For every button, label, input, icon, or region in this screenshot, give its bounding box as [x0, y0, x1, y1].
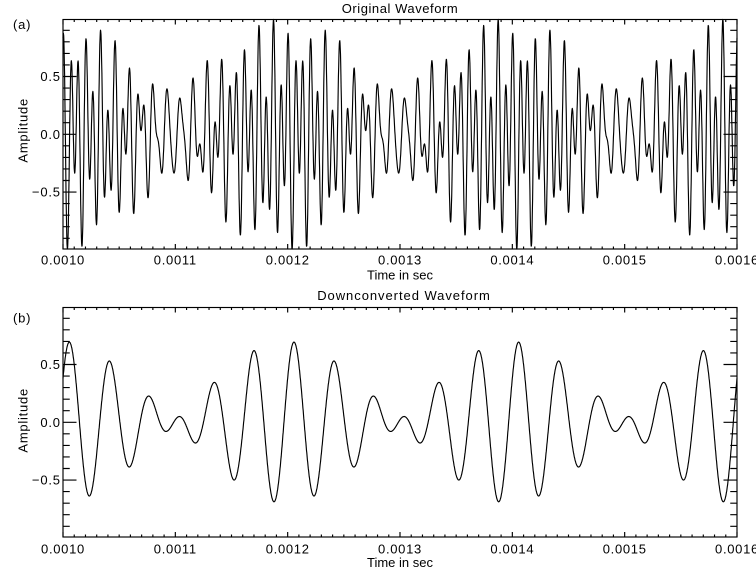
svg-text:0.0013: 0.0013 [378, 252, 422, 267]
svg-text:0.5: 0.5 [40, 357, 60, 372]
svg-text:0.0016: 0.0016 [715, 252, 756, 267]
svg-text:Original Waveform: Original Waveform [342, 1, 459, 16]
svg-text:0.0015: 0.0015 [603, 541, 647, 556]
svg-text:0.0016: 0.0016 [715, 541, 756, 556]
svg-text:Amplitude: Amplitude [15, 388, 30, 453]
svg-text:0.0010: 0.0010 [41, 252, 85, 267]
svg-text:(b): (b) [13, 310, 31, 325]
svg-text:0.0010: 0.0010 [41, 541, 85, 556]
svg-text:0.0014: 0.0014 [490, 541, 534, 556]
svg-text:0.0012: 0.0012 [266, 252, 310, 267]
svg-text:0.0011: 0.0011 [154, 541, 197, 556]
svg-text:Time in sec: Time in sec [367, 555, 433, 570]
svg-text:−0.5: −0.5 [32, 473, 61, 488]
svg-text:0.0011: 0.0011 [154, 252, 197, 267]
svg-text:(a): (a) [13, 17, 31, 32]
svg-text:0.0012: 0.0012 [266, 541, 310, 556]
svg-text:Time in sec: Time in sec [367, 267, 433, 282]
svg-text:0.0015: 0.0015 [603, 252, 647, 267]
svg-text:Amplitude: Amplitude [15, 98, 30, 163]
svg-text:0.0: 0.0 [40, 415, 60, 430]
svg-text:Downconverted Waveform: Downconverted Waveform [317, 288, 491, 303]
svg-text:−0.5: −0.5 [32, 185, 61, 200]
svg-text:0.0: 0.0 [40, 127, 60, 142]
svg-text:0.0013: 0.0013 [378, 541, 422, 556]
svg-text:0.5: 0.5 [40, 69, 60, 84]
svg-text:0.0014: 0.0014 [490, 252, 534, 267]
